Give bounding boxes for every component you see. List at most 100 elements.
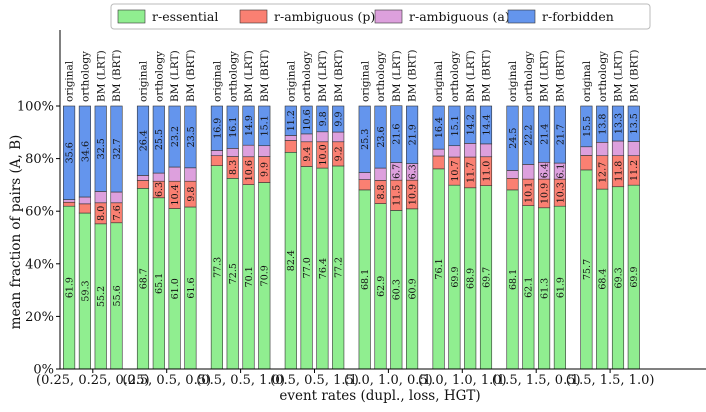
value-label: 75.7 [582, 259, 593, 280]
method-label: BM (BRT) [481, 50, 493, 102]
y-tick-label: 60% [25, 205, 54, 220]
value-label: 70.9 [260, 265, 271, 286]
value-label: 11.8 [613, 161, 624, 182]
value-label: 21.9 [408, 124, 419, 145]
r-forbidden-segment [110, 105, 123, 193]
value-label: 21.7 [555, 124, 566, 145]
r-ambiguous-p-segment [580, 155, 593, 171]
value-label: 61.6 [186, 277, 197, 298]
legend-swatch [117, 9, 146, 24]
value-label: 15.1 [260, 115, 271, 136]
value-label: 11.5 [392, 185, 403, 206]
r-ambiguous-a-segment [63, 199, 76, 203]
method-label: BM (BRT) [407, 50, 419, 102]
value-label: 10.9 [408, 184, 419, 205]
r-forbidden-segment [522, 105, 535, 165]
value-label: 25.3 [360, 129, 371, 150]
legend-label: r-forbidden [542, 9, 614, 24]
method-label: orthology [80, 51, 92, 102]
value-label: 10.1 [524, 182, 535, 203]
r-forbidden-segment [210, 105, 223, 151]
value-label: 23.2 [170, 126, 181, 147]
value-label: 68.1 [360, 269, 371, 290]
r-forbidden-segment [136, 105, 150, 176]
r-forbidden-segment [284, 105, 297, 136]
r-forbidden-segment [358, 105, 371, 173]
r-forbidden-segment [316, 105, 329, 133]
value-label: 6.3 [408, 164, 419, 179]
r-forbidden-segment [580, 105, 593, 148]
y-tick-label: 0% [33, 363, 54, 378]
y-tick-label: 20% [25, 310, 54, 325]
r-ambiguous-a-segment [611, 140, 625, 157]
r-ambiguous-a-segment [152, 172, 165, 182]
value-label: 68.7 [138, 268, 149, 289]
value-label: 32.7 [112, 138, 123, 159]
r-ambiguous-a-segment [316, 131, 329, 143]
value-label: 9.8 [186, 187, 197, 202]
r-ambiguous-a-segment [226, 148, 239, 157]
method-label: BM (BRT) [111, 50, 123, 102]
value-label: 6.4 [540, 163, 551, 178]
method-label: orthology [153, 51, 165, 102]
r-ambiguous-a-segment [332, 131, 345, 143]
x-tick-label: (0.25, 0.25, 0.25) [36, 373, 150, 388]
method-label: orthology [227, 51, 239, 102]
r-forbidden-segment [506, 105, 519, 171]
y-axis-label: mean fraction of pairs (A, B) [8, 135, 24, 330]
value-label: 22.2 [524, 125, 535, 146]
legend: r-essential r-ambiguous (p) r-ambiguous (a… [110, 3, 651, 30]
r-ambiguous-a-segment [596, 141, 609, 157]
r-ambiguous-p-segment [136, 180, 150, 189]
r-forbidden-segment [300, 105, 313, 135]
value-label: 14.2 [466, 114, 477, 135]
value-label: 62.9 [376, 276, 387, 297]
value-label: 15.5 [582, 116, 593, 137]
value-label: 7.6 [112, 205, 123, 220]
value-label: 72.5 [228, 263, 239, 284]
value-label: 24.5 [508, 128, 519, 149]
value-label: 76.1 [434, 258, 445, 279]
method-label: BM (BRT) [333, 50, 345, 102]
r-ambiguous-a-segment [448, 145, 461, 158]
value-label: 69.9 [450, 267, 461, 288]
r-ambiguous-a-segment [580, 146, 593, 156]
method-label: original [359, 60, 371, 102]
method-label: BM (BRT) [555, 50, 567, 102]
value-label: 61.3 [540, 278, 551, 299]
r-forbidden-segment [553, 105, 566, 164]
value-label: 15.1 [450, 115, 461, 136]
method-label: original [507, 60, 519, 102]
method-label: original [64, 60, 76, 102]
value-label: 82.4 [286, 250, 297, 271]
r-ambiguous-a-segment [136, 175, 150, 181]
r-ambiguous-p-segment [63, 201, 76, 207]
r-forbidden-segment [242, 105, 255, 146]
r-ambiguous-a-segment [358, 172, 371, 180]
value-label: 13.8 [598, 114, 609, 135]
r-forbidden-segment [479, 105, 493, 145]
method-label: BM (BRT) [628, 50, 640, 102]
r-ambiguous-a-segment [284, 135, 297, 141]
value-label: 10.7 [450, 161, 461, 182]
method-label: orthology [375, 51, 387, 102]
value-label: 9.2 [334, 146, 345, 161]
method-label: BM (LRT) [465, 50, 477, 102]
r-ambiguous-a-segment [110, 191, 123, 204]
value-label: 21.4 [540, 124, 551, 145]
r-ambiguous-a-segment [506, 170, 519, 179]
r-ambiguous-a-segment [627, 141, 640, 157]
value-label: 6.1 [555, 164, 566, 179]
value-label: 32.5 [96, 138, 107, 159]
value-label: 16.9 [212, 118, 223, 139]
value-label: 77.2 [334, 257, 345, 278]
value-label: 10.6 [244, 160, 255, 181]
value-label: 55.6 [112, 285, 123, 306]
value-label: 77.0 [302, 257, 313, 278]
r-forbidden-segment [611, 105, 625, 142]
x-tick-label: (1.0, 1.0, 1.0) [418, 373, 507, 388]
method-label: original [138, 60, 150, 102]
legend-swatch [374, 9, 403, 24]
y-tick-label: 100% [17, 100, 54, 115]
r-forbidden-segment [63, 105, 76, 200]
